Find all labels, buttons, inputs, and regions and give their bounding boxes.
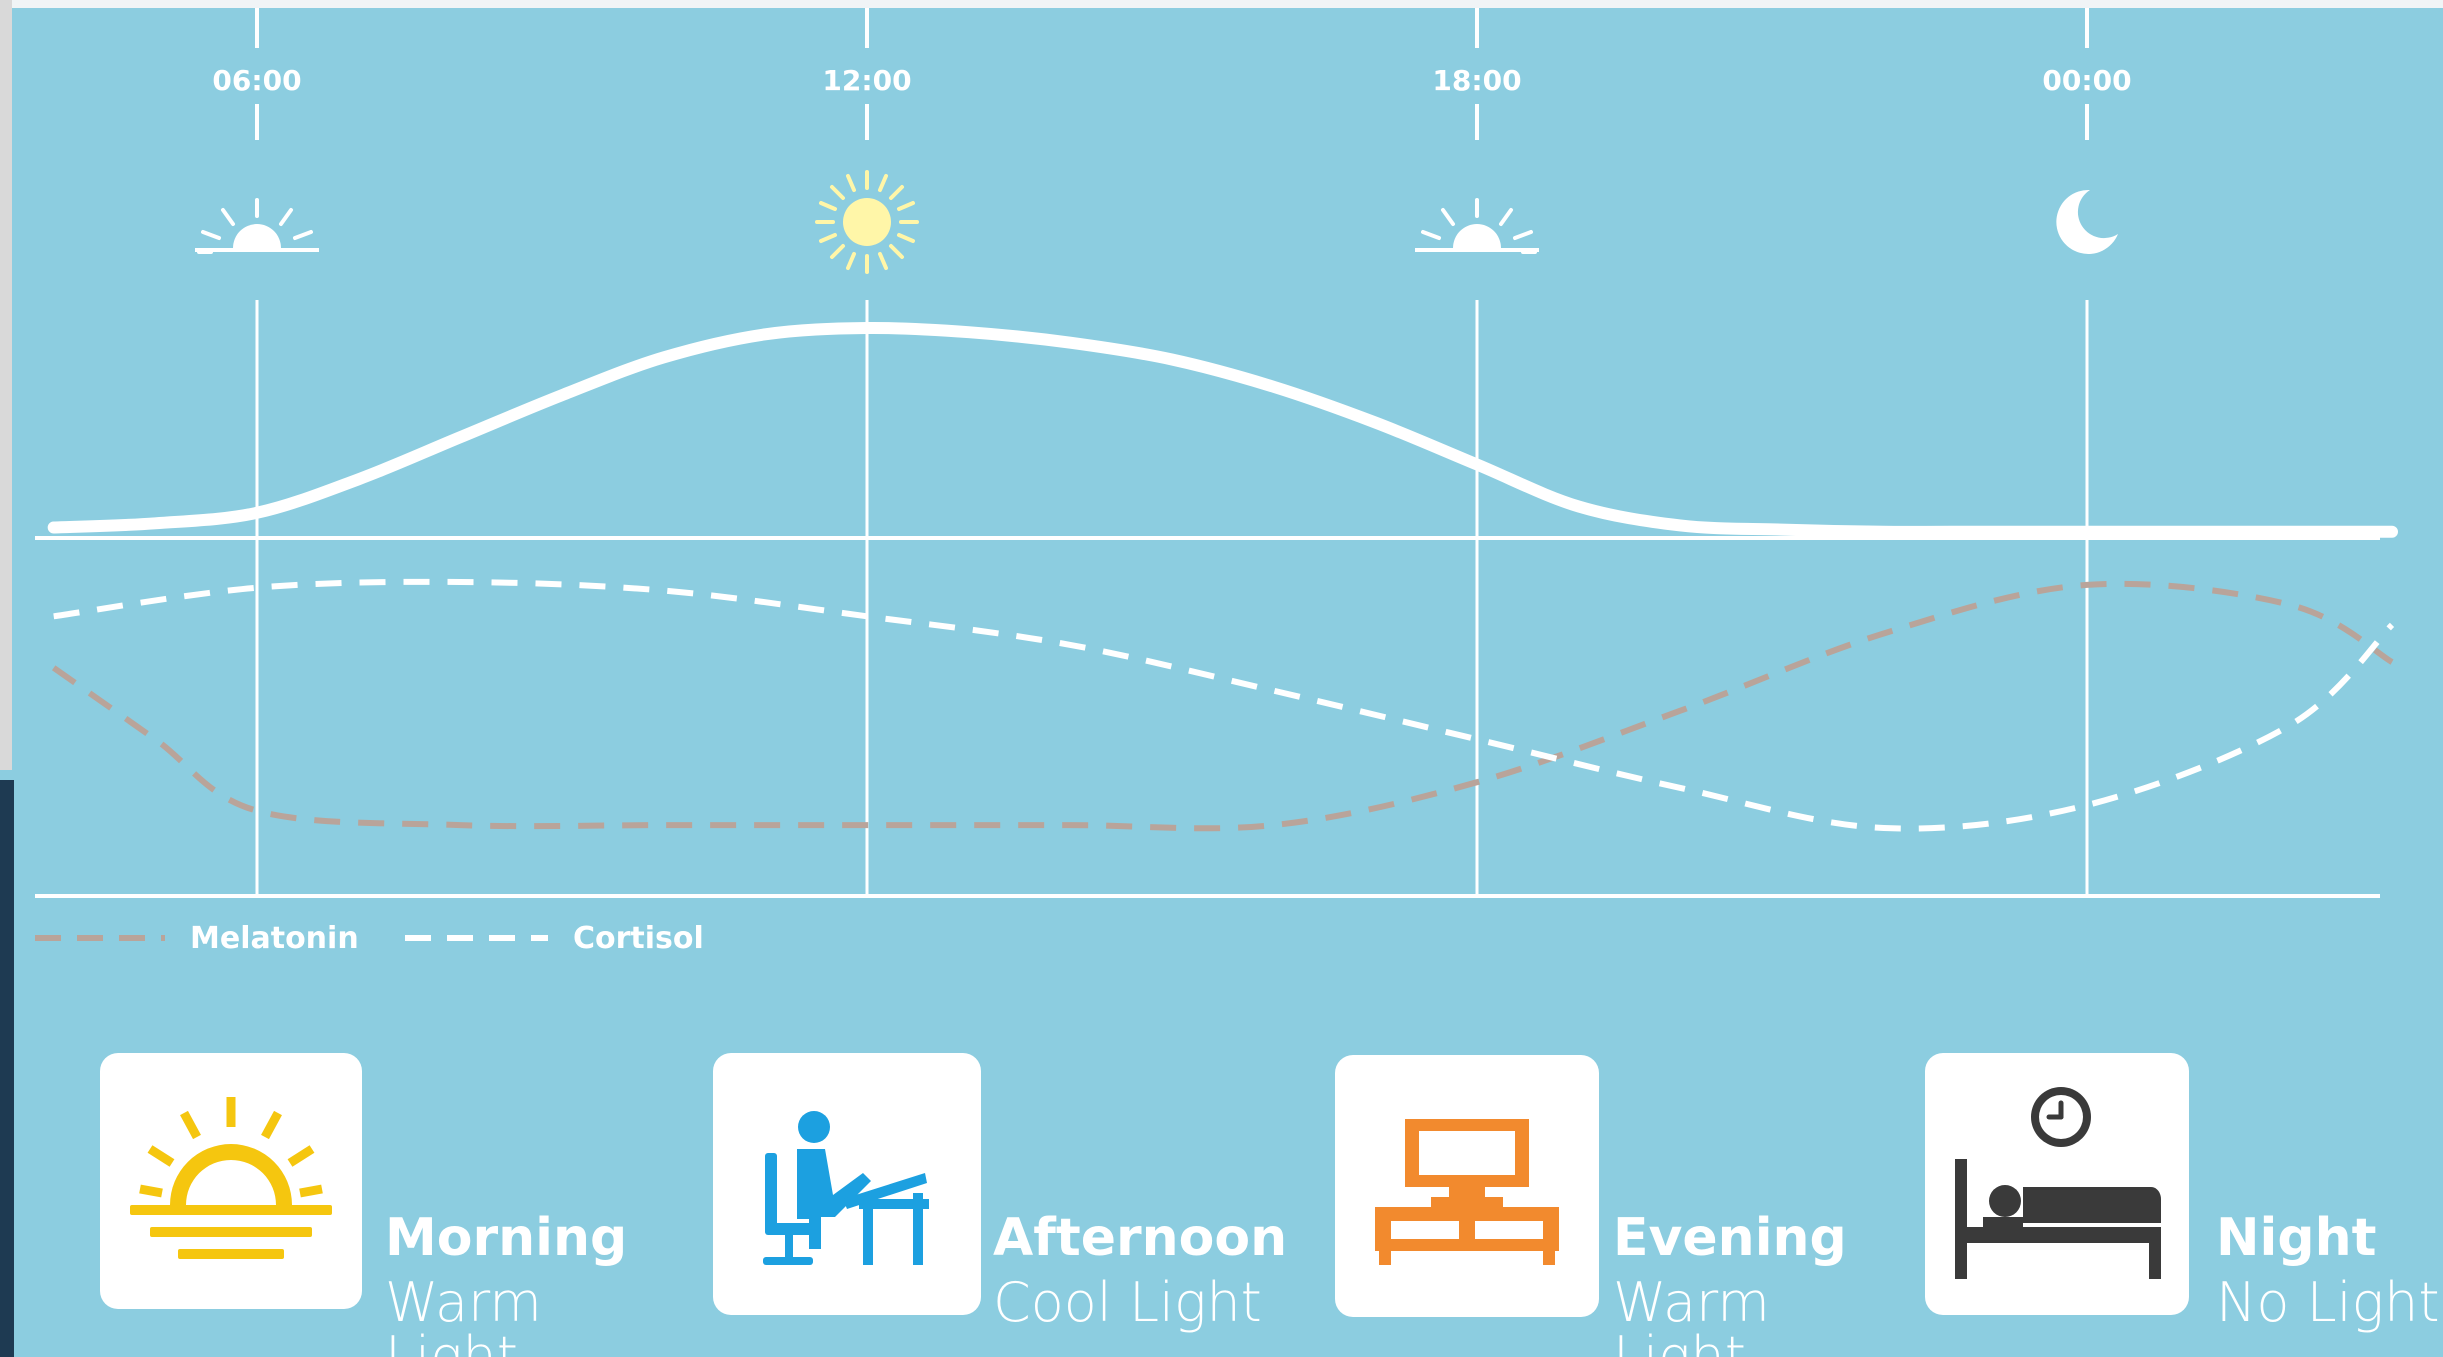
period-subtitle: Warm Light: [385, 1271, 542, 1357]
night-card: [1925, 1053, 2189, 1315]
top-strip: [0, 0, 2443, 8]
sunrise-icon: [130, 1097, 332, 1259]
period-subtitle: Warm Light: [1613, 1271, 1770, 1357]
tick-label: 12:00: [822, 64, 911, 97]
period-title: Afternoon: [993, 1208, 1288, 1268]
time-tick-labels: 06:00 12:00 18:00 00:00: [212, 64, 2131, 97]
light-intensity-curve: [47, 321, 2398, 538]
legend-label: Melatonin: [190, 921, 359, 956]
period-subtitle: Cool Light: [993, 1271, 1262, 1334]
cortisol-curve: [53, 578, 2395, 832]
evening-card: [1335, 1055, 1599, 1317]
circadian-chart: 06:00 12:00 18:00 00:00: [35, 8, 2398, 956]
morning-text: Morning Warm Light: [385, 1212, 685, 1357]
period-title: Morning: [385, 1208, 628, 1268]
period-title: Evening: [1613, 1208, 1847, 1268]
bed-clock-icon: [1955, 1087, 2161, 1279]
left-edge-strip: [0, 0, 12, 770]
person-at-desk-icon: [763, 1111, 929, 1265]
sunset-icon: [1415, 198, 1539, 254]
afternoon-text: Afternoon Cool Light: [993, 1212, 1293, 1330]
tick-label: 06:00: [212, 64, 301, 97]
legend: Melatonin Cortisol: [35, 921, 704, 956]
morning-card: [100, 1053, 362, 1309]
tick-label: 18:00: [1432, 64, 1521, 97]
legend-label: Cortisol: [573, 921, 704, 956]
tv-stand-icon: [1375, 1119, 1559, 1265]
afternoon-card: [713, 1053, 981, 1315]
melatonin-curve: [51, 580, 2394, 832]
period-subtitle: No Light: [2216, 1271, 2440, 1334]
sun-icon: [815, 170, 919, 274]
left-edge-dark-strip: [0, 780, 14, 1357]
night-text: Night No Light: [2216, 1212, 2443, 1330]
evening-text: Evening Warm Light: [1613, 1212, 1913, 1357]
chart-curves: [47, 321, 2398, 832]
time-gridlines: [255, 8, 2089, 896]
sunrise-icon: [195, 198, 319, 254]
moon-icon: [2056, 189, 2118, 254]
period-title: Night: [2216, 1208, 2377, 1268]
tick-label: 00:00: [2042, 64, 2131, 97]
